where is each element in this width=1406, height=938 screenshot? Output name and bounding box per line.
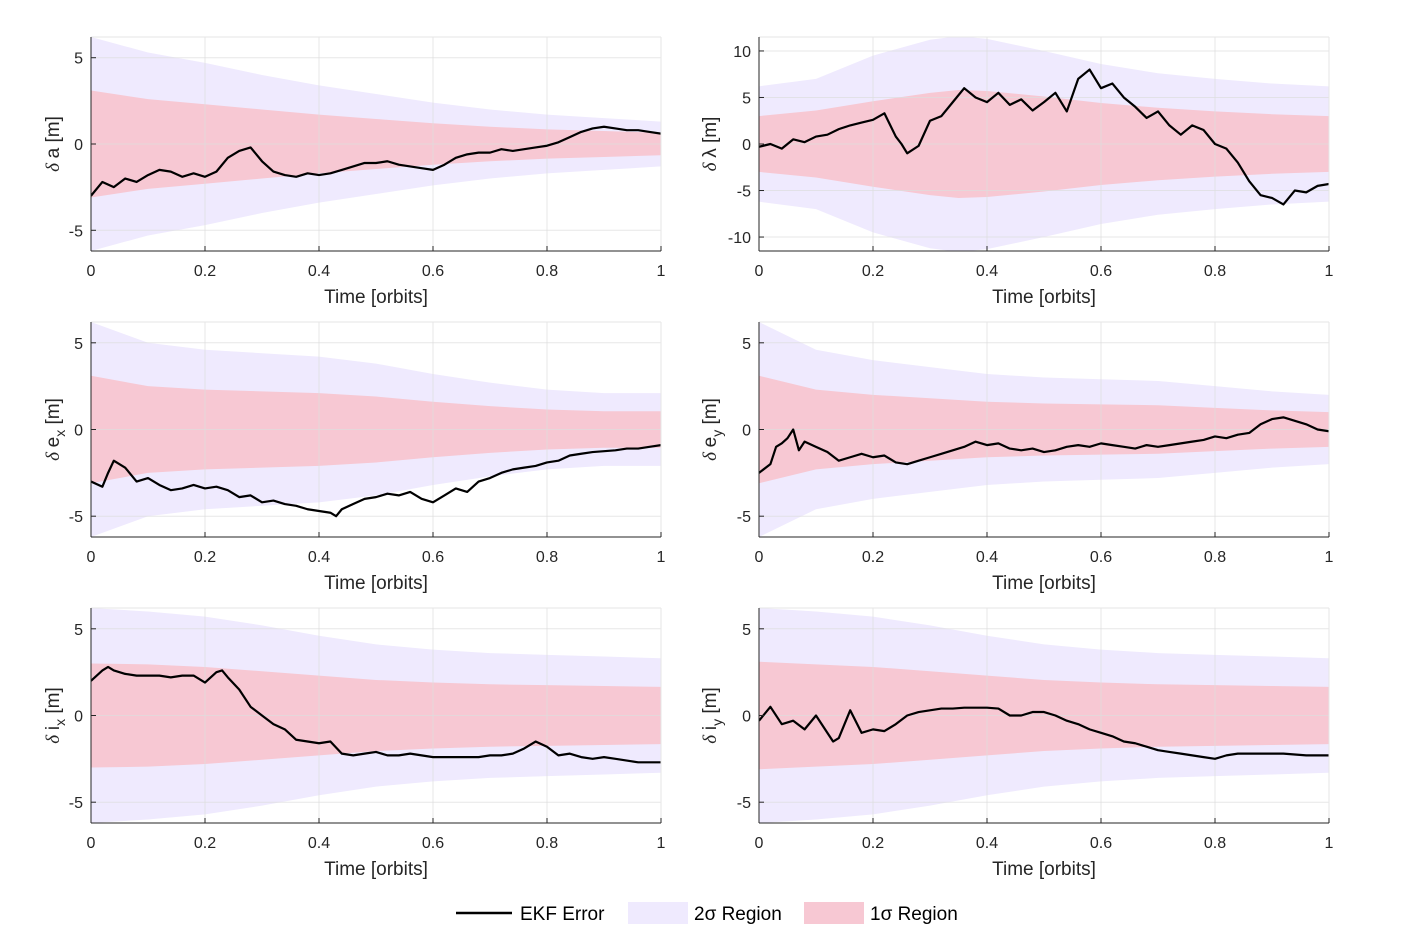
y-tick-label-lambda-1: -5 <box>737 184 751 201</box>
x-axis-label-lambda: Time [orbits] <box>992 287 1096 308</box>
ekf-error-line-lambda <box>759 68 1329 206</box>
plot-area-iy <box>759 608 1329 823</box>
y-axis-label-lambda: δ λ [m] <box>700 117 721 172</box>
x-axis-label-a: Time [orbits] <box>324 287 428 308</box>
legend-ekf-label: EKF Error <box>520 904 605 925</box>
y-tick-label-ex-0: -5 <box>69 509 83 526</box>
y-tick-label-ix-2: 5 <box>74 622 83 639</box>
x-tick-label-iy-3: 0.6 <box>1090 835 1112 852</box>
x-tick-label-ix-2: 0.4 <box>308 835 330 852</box>
x-tick-label-ix-5: 1 <box>657 835 666 852</box>
x-axis-label-ex: Time [orbits] <box>324 573 428 594</box>
ekf-error-line-ix <box>91 665 661 764</box>
x-tick-label-a-3: 0.6 <box>422 263 444 280</box>
ekf-error-line-iy <box>759 705 1329 760</box>
x-tick-label-ey-3: 0.6 <box>1090 549 1112 566</box>
plot-area-ex <box>91 322 661 537</box>
x-tick-label-ix-0: 0 <box>87 835 96 852</box>
x-tick-label-iy-5: 1 <box>1325 835 1334 852</box>
y-tick-label-a-0: -5 <box>69 223 83 240</box>
y-tick-label-lambda-4: 10 <box>733 44 751 61</box>
x-tick-label-ey-4: 0.8 <box>1204 549 1226 566</box>
y-tick-label-a-2: 5 <box>74 51 83 68</box>
x-axis-label-iy: Time [orbits] <box>992 859 1096 880</box>
x-tick-label-lambda-4: 0.8 <box>1204 263 1226 280</box>
y-tick-label-lambda-0: -10 <box>728 230 751 247</box>
y-tick-label-ey-0: -5 <box>737 509 751 526</box>
x-tick-label-ix-3: 0.6 <box>422 835 444 852</box>
plot-area-ey <box>759 322 1329 537</box>
x-tick-label-lambda-5: 1 <box>1325 263 1334 280</box>
x-tick-label-ix-1: 0.2 <box>194 835 216 852</box>
y-tick-label-ix-0: -5 <box>69 795 83 812</box>
y-tick-label-lambda-3: 5 <box>742 90 751 107</box>
x-tick-label-ex-5: 1 <box>657 549 666 566</box>
y-axis-label-a: δ a [m] <box>43 116 64 172</box>
y-tick-label-iy-1: 0 <box>742 709 751 726</box>
x-tick-label-lambda-0: 0 <box>755 263 764 280</box>
y-axis-label-ey: δ ey [m] <box>700 398 725 461</box>
y-axis-label-ex: δ ex [m] <box>43 398 68 461</box>
y-tick-label-iy-0: -5 <box>737 795 751 812</box>
legend: EKF Error 2σ Region 1σ Region <box>456 902 958 925</box>
panel-ex: 0 0.2 0.4 0.6 0.8 1 -5 0 5 Time [orbits] δ ex [m] <box>43 321 666 594</box>
ekf-error-line-ey <box>759 416 1329 474</box>
panel-iy: 0 0.2 0.4 0.6 0.8 1 -5 0 5 Time [orbits] δ iy [m] <box>700 607 1334 880</box>
x-axis-label-ey: Time [orbits] <box>992 573 1096 594</box>
y-tick-label-ey-2: 5 <box>742 336 751 353</box>
panel-ix: 0 0.2 0.4 0.6 0.8 1 -5 0 5 Time [orbits] δ ix [m] <box>43 607 666 880</box>
x-tick-label-iy-2: 0.4 <box>976 835 998 852</box>
x-tick-label-a-0: 0 <box>87 263 96 280</box>
legend-2sigma-label: 2σ Region <box>694 904 782 925</box>
x-tick-label-lambda-3: 0.6 <box>1090 263 1112 280</box>
plot-area-lambda <box>759 37 1329 251</box>
x-tick-label-a-2: 0.4 <box>308 263 330 280</box>
plot-area-ix <box>91 608 661 823</box>
y-tick-label-lambda-2: 0 <box>742 137 751 154</box>
panel-a: 0 0.2 0.4 0.6 0.8 1 -5 0 5 Time [orbits] δ a [m] <box>43 36 666 308</box>
x-tick-label-lambda-1: 0.2 <box>862 263 884 280</box>
x-tick-label-a-5: 1 <box>657 263 666 280</box>
x-tick-label-a-4: 0.8 <box>536 263 558 280</box>
x-axis-label-ix: Time [orbits] <box>324 859 428 880</box>
x-tick-label-ex-4: 0.8 <box>536 549 558 566</box>
x-tick-label-ey-0: 0 <box>755 549 764 566</box>
y-axis-label-iy: δ iy [m] <box>700 687 725 744</box>
x-tick-label-ey-1: 0.2 <box>862 549 884 566</box>
plot-area-a <box>91 37 661 251</box>
ekf-error-line-ex <box>91 444 661 518</box>
x-tick-label-ix-4: 0.8 <box>536 835 558 852</box>
y-axis-label-ix: δ ix [m] <box>43 687 68 744</box>
y-tick-label-ix-1: 0 <box>74 709 83 726</box>
legend-1sigma-swatch <box>804 902 864 924</box>
x-tick-label-ex-2: 0.4 <box>308 549 330 566</box>
y-tick-label-ey-1: 0 <box>742 423 751 440</box>
x-tick-label-iy-4: 0.8 <box>1204 835 1226 852</box>
y-tick-label-ex-1: 0 <box>74 423 83 440</box>
ekf-error-line-a <box>91 125 661 197</box>
legend-2sigma-swatch <box>628 902 688 924</box>
x-tick-label-iy-1: 0.2 <box>862 835 884 852</box>
legend-1sigma-label: 1σ Region <box>870 904 958 925</box>
x-tick-label-ex-1: 0.2 <box>194 549 216 566</box>
x-tick-label-lambda-2: 0.4 <box>976 263 998 280</box>
x-tick-label-ex-3: 0.6 <box>422 549 444 566</box>
y-tick-label-iy-2: 5 <box>742 622 751 639</box>
x-tick-label-iy-0: 0 <box>755 835 764 852</box>
x-tick-label-ey-5: 1 <box>1325 549 1334 566</box>
panel-ey: 0 0.2 0.4 0.6 0.8 1 -5 0 5 Time [orbits] δ ey [m] <box>700 321 1334 594</box>
x-tick-label-ey-2: 0.4 <box>976 549 998 566</box>
panel-lambda: 0 0.2 0.4 0.6 0.8 1 -10 -5 0 5 10 Time [orbits] δ λ … <box>700 36 1334 308</box>
y-tick-label-ex-2: 5 <box>74 336 83 353</box>
x-tick-label-ex-0: 0 <box>87 549 96 566</box>
y-tick-label-a-1: 0 <box>74 137 83 154</box>
x-tick-label-a-1: 0.2 <box>194 263 216 280</box>
